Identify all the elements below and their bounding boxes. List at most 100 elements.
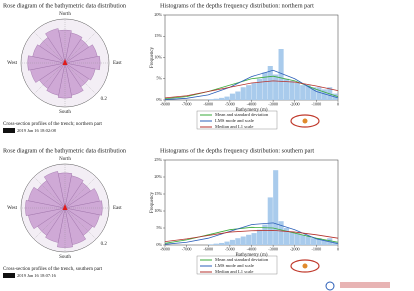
- curve: [164, 69, 339, 100]
- y-axis-label: Frequency: [150, 46, 155, 68]
- hist-bar: [229, 239, 235, 245]
- direction-label: North: [59, 157, 71, 162]
- rose-sector: [45, 28, 66, 64]
- caption: Cross-section profiles of the trench, so…: [3, 267, 103, 272]
- hist-bar: [273, 170, 279, 245]
- y-tick-label: 20%: [154, 12, 162, 17]
- hist-title: Histograms of the depths frequency distr…: [160, 147, 314, 154]
- hist-bar: [246, 234, 252, 245]
- hist-bar: [213, 243, 219, 245]
- legend-box: [196, 110, 278, 130]
- logo-dot: [302, 263, 308, 269]
- hist-bar: [283, 228, 290, 245]
- hist-bar: [224, 241, 230, 245]
- hist-bar: [267, 66, 273, 100]
- rose-center-marker: [62, 204, 68, 210]
- hist-bar: [256, 229, 263, 245]
- x-tick-label: -4000: [247, 101, 257, 106]
- direction-label: West: [7, 61, 17, 66]
- hist-bar: [310, 238, 317, 245]
- gmt-badge: [3, 273, 15, 278]
- direction-label: West: [7, 206, 17, 211]
- rose-tick-label: 0.2: [101, 97, 108, 102]
- y-tick-label: 10%: [154, 208, 162, 213]
- hist-bar: [235, 91, 241, 100]
- hist-bar: [321, 239, 327, 245]
- rose-spoke: [33, 207, 66, 240]
- y-tick-label: 20%: [154, 174, 162, 179]
- hist-bar: [321, 89, 327, 100]
- caption: Cross-section profiles of the trench; no…: [3, 122, 102, 127]
- x-tick-label: 0: [337, 101, 339, 106]
- rose-tick-label: 0.2: [101, 242, 108, 247]
- hist-bar: [310, 87, 317, 100]
- rose-sector: [45, 207, 66, 243]
- hist-bar: [208, 99, 214, 100]
- hist-bar: [278, 221, 284, 245]
- rose-center-marker: [62, 59, 68, 65]
- y-tick-label: 15%: [154, 191, 162, 196]
- logo: [290, 114, 320, 128]
- x-tick-label: -6000: [203, 246, 213, 251]
- x-tick-label: -7000: [182, 101, 192, 106]
- rose-sector: [64, 175, 84, 209]
- hist-bar: [235, 238, 241, 245]
- rose-sector: [46, 62, 66, 96]
- x-tick-label: -5000: [225, 101, 235, 106]
- curve: [164, 229, 339, 242]
- y-tick-label: 0%: [156, 97, 162, 102]
- y-tick-label: 15%: [154, 33, 162, 38]
- x-tick-label: -8000: [160, 246, 170, 251]
- rose-sector: [64, 32, 83, 64]
- hist-bar: [240, 87, 246, 100]
- x-tick-label: -6000: [203, 101, 213, 106]
- hist-bar: [305, 236, 311, 245]
- curve: [164, 80, 339, 99]
- rose-title: Rose diagram of the bathymetric data dis…: [3, 2, 126, 9]
- hist-bar: [294, 83, 300, 100]
- curve: [164, 75, 339, 100]
- hist-bar: [251, 83, 257, 100]
- legend-label: Mean and standard deviation: [215, 257, 269, 262]
- rose-sector: [64, 62, 96, 81]
- hist-bar: [224, 96, 230, 100]
- y-tick-label: 10%: [154, 54, 162, 59]
- x-axis-label: Bathymetry (m): [235, 253, 267, 258]
- legend-label: Mean and standard deviation: [215, 112, 269, 117]
- x-tick-label: -4000: [247, 246, 257, 251]
- logo: [290, 259, 320, 273]
- gmt-badge: [3, 128, 15, 133]
- rose-ring: [20, 18, 110, 108]
- logo-dot: [302, 118, 308, 124]
- corner-logo-bar: [340, 282, 390, 288]
- rose-spoke: [64, 62, 97, 95]
- rose-sector: [28, 186, 66, 209]
- x-tick-label: -2000: [290, 101, 300, 106]
- x-tick-label: -8000: [160, 101, 170, 106]
- hist-bar: [289, 80, 295, 100]
- y-tick-label: 0%: [156, 242, 162, 247]
- rose-sector: [25, 200, 66, 216]
- hist-bar: [229, 93, 235, 100]
- hist-title: Histograms of the depths frequency distr…: [160, 2, 314, 9]
- direction-label: East: [113, 61, 122, 66]
- x-tick-label: -1000: [311, 101, 321, 106]
- x-tick-label: 0: [337, 246, 339, 251]
- y-axis-label: Frequency: [150, 191, 155, 213]
- plot-area: [164, 159, 339, 246]
- rose-spoke: [33, 62, 66, 95]
- x-tick-label: -3000: [268, 246, 278, 251]
- curve: [164, 226, 339, 244]
- x-tick-label: -2000: [290, 246, 300, 251]
- x-axis-label: Bathymetry (m): [235, 108, 267, 113]
- legend-label: Median and L1 scale: [215, 124, 253, 129]
- rose-spoke: [33, 176, 66, 209]
- rose-sector: [43, 171, 66, 209]
- hist-bar: [300, 85, 306, 100]
- direction-label: South: [59, 110, 71, 115]
- y-tick-label: 25%: [154, 157, 162, 162]
- rose-ring: [20, 163, 110, 253]
- x-tick-label: -3000: [268, 101, 278, 106]
- rose-sector: [64, 207, 100, 228]
- direction-label: East: [113, 206, 122, 211]
